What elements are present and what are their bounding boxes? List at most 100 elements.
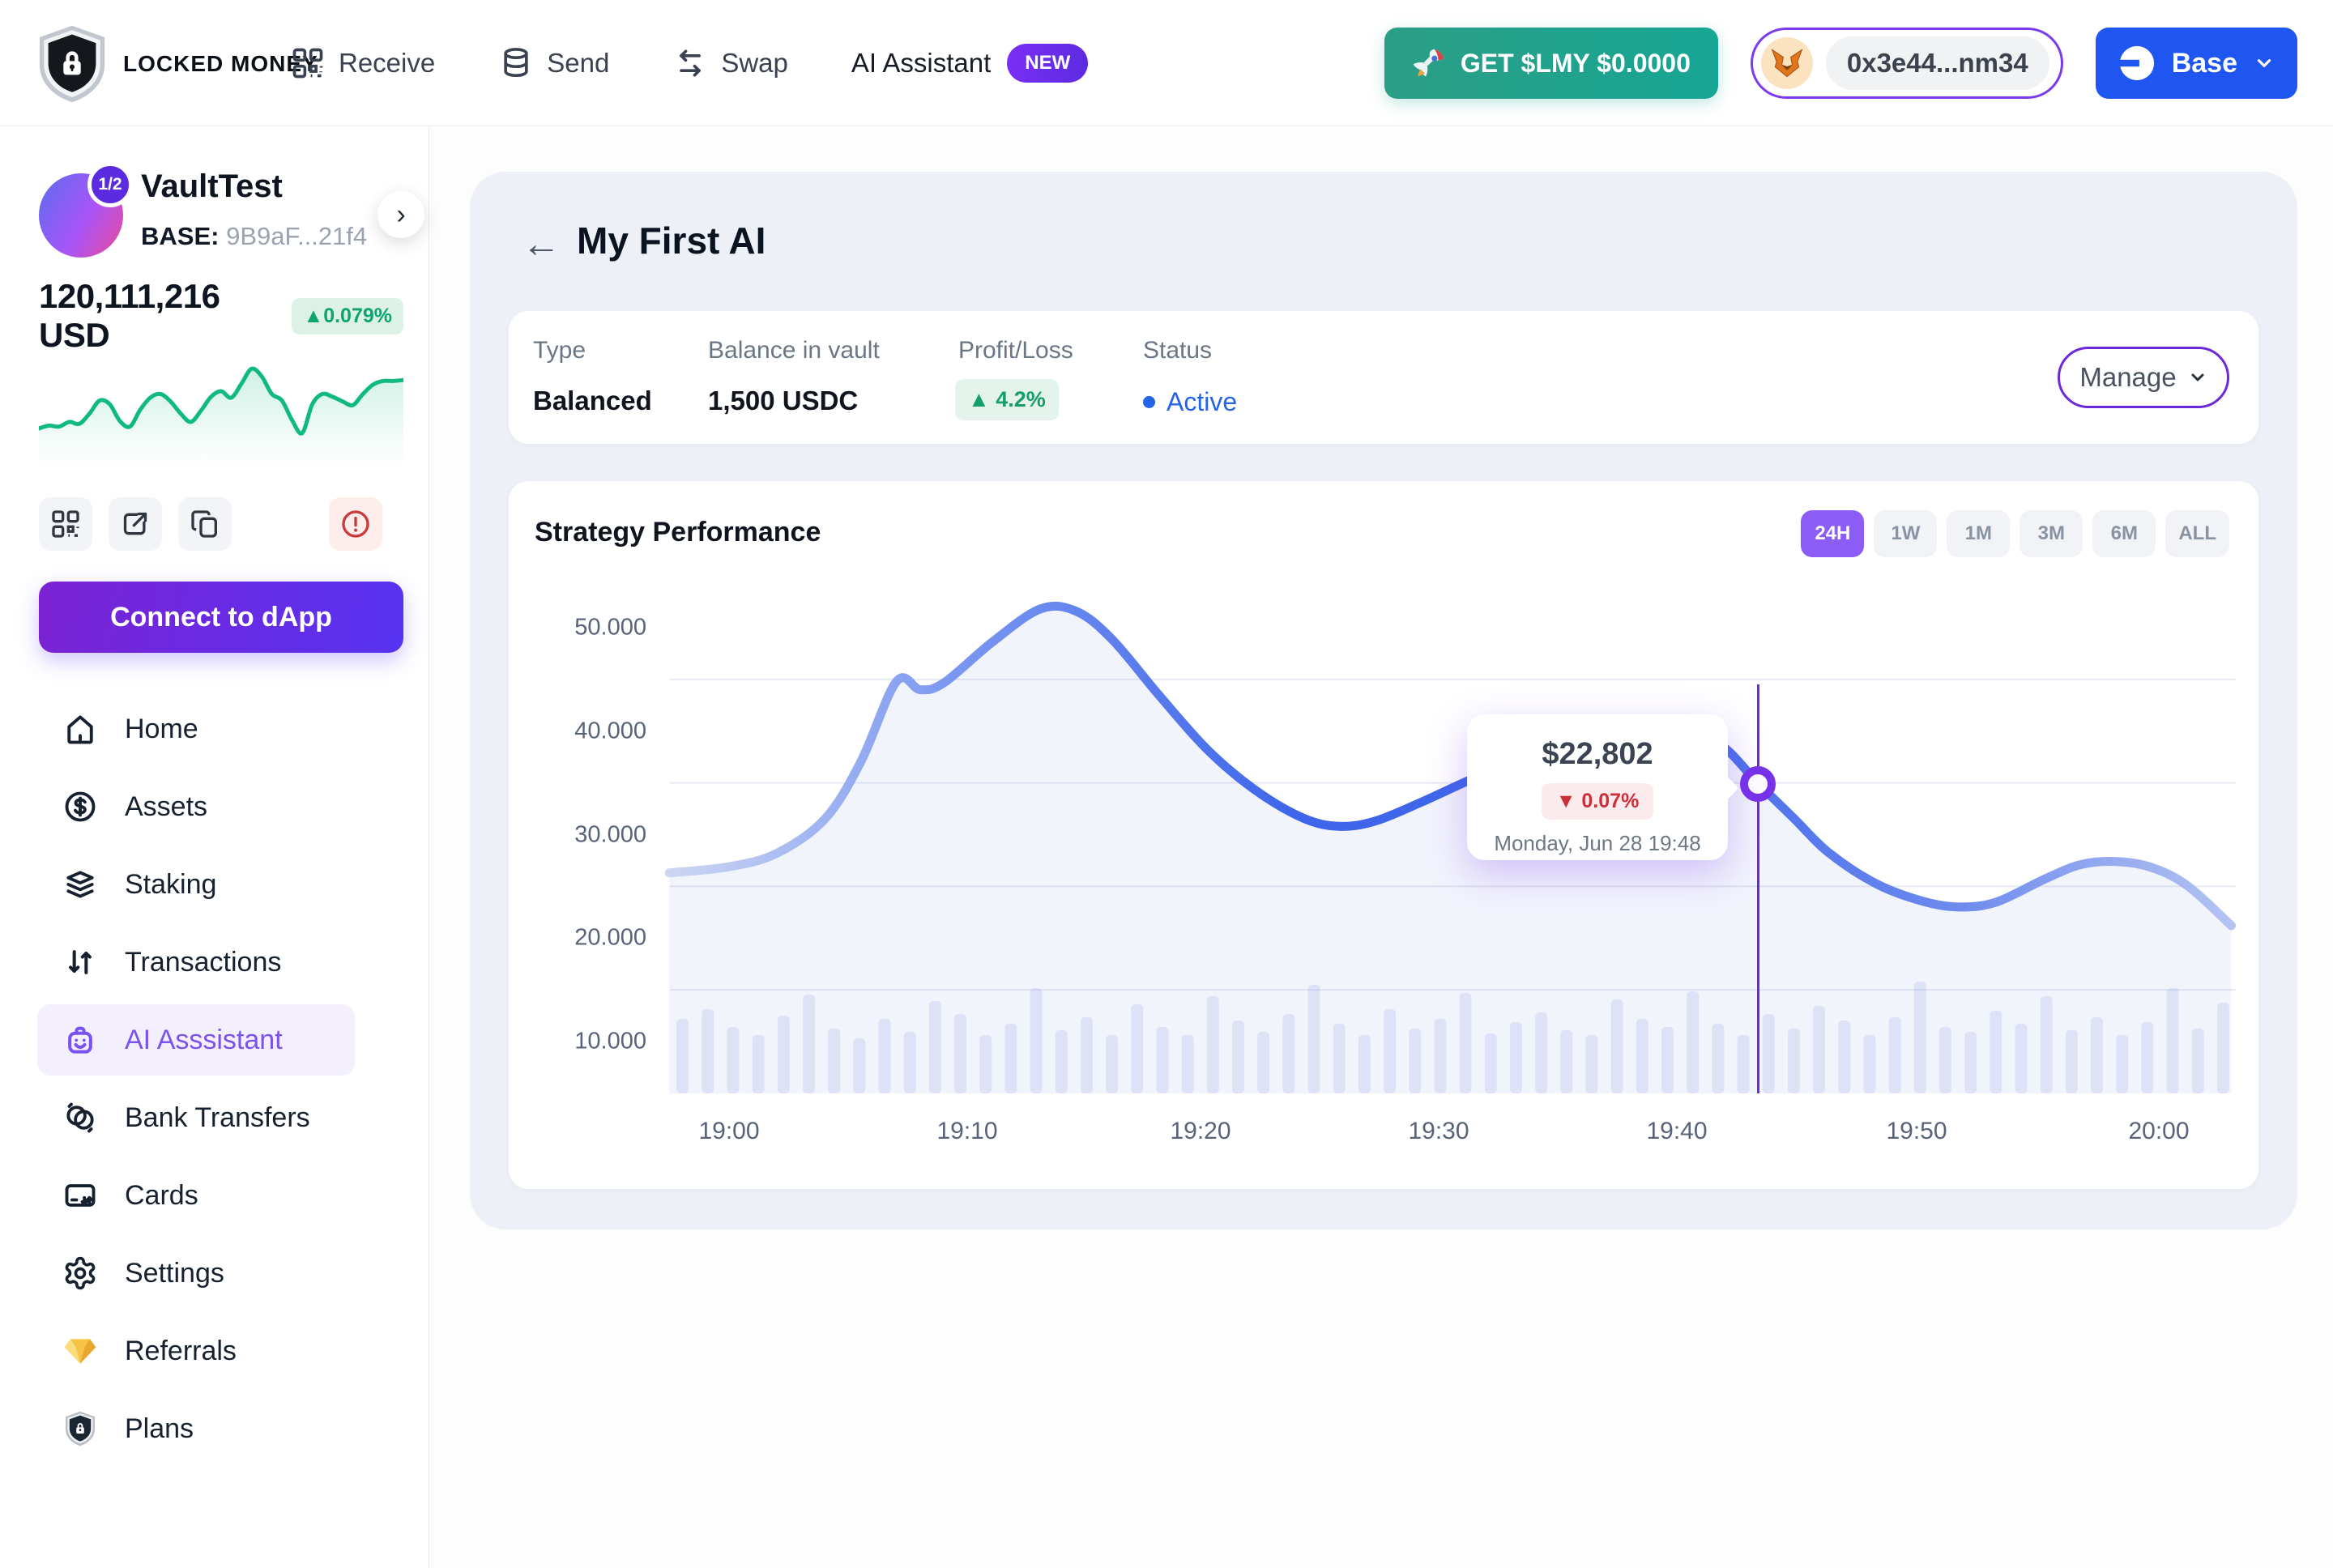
network-button[interactable]: Base (2095, 28, 2297, 99)
volume-bar (1863, 1035, 1876, 1093)
sidebar-item-referrals[interactable]: Referrals (37, 1315, 355, 1387)
performance-line-chart[interactable] (664, 601, 2236, 1093)
volume-bar (1131, 1004, 1144, 1093)
sidebar-item-plans[interactable]: Plans (37, 1393, 355, 1464)
volume-bar (1813, 1006, 1826, 1093)
volume-bar (1307, 985, 1320, 1093)
vault-address-short: 9B9aF...21f4 (226, 222, 368, 250)
nav-receive-label: Receive (339, 48, 436, 78)
volume-bar (1560, 1030, 1573, 1093)
x-tick-2000: 20:00 (2128, 1118, 2190, 1144)
range-1m-button[interactable]: 1M (1947, 510, 2011, 557)
volume-bar (1990, 1011, 2002, 1093)
volume-bar (1484, 1033, 1497, 1093)
sidebar-item-transactions[interactable]: Transactions (37, 927, 355, 998)
sidebar-item-assets[interactable]: Assets (37, 771, 355, 842)
volume-bar (1384, 1009, 1397, 1093)
x-tick-1930: 19:30 (1408, 1118, 1469, 1144)
x-tick-1900: 19:00 (698, 1118, 760, 1144)
volume-bar (1964, 1032, 1977, 1093)
volume-bar (1206, 996, 1219, 1093)
range-all-button[interactable]: ALL (2165, 510, 2229, 557)
sidebar-item-ai-assistant[interactable]: AI Asssistant (37, 1004, 355, 1076)
y-tick-50000: 50.000 (574, 614, 646, 641)
volume-bar (1004, 1024, 1017, 1093)
alert-button[interactable] (329, 497, 382, 551)
top-header: LOCKED MONEY Receive Send Swap AI Assist… (0, 0, 2333, 126)
volume-bar (1282, 1014, 1295, 1093)
sidebar-item-staking[interactable]: Staking (37, 849, 355, 920)
status-dot-icon (1143, 396, 1155, 408)
volume-bar (1156, 1027, 1169, 1093)
volume-bar (2141, 1022, 2154, 1093)
qr-action-button[interactable] (39, 497, 92, 551)
robot-icon (62, 1021, 99, 1059)
open-external-button[interactable] (109, 497, 162, 551)
brand-logo[interactable]: LOCKED MONEY (36, 24, 318, 104)
y-tick-20000: 20.000 (574, 924, 646, 951)
volume-bar (2216, 1003, 2229, 1093)
volume-bar (1358, 1035, 1371, 1093)
chevron-down-icon (2257, 59, 2271, 67)
y-tick-40000: 40.000 (574, 718, 646, 744)
tooltip-change-badge: ▼ 0.07% (1541, 783, 1654, 820)
volume-bar (1787, 1029, 1800, 1093)
sidebar-item-bank-transfers[interactable]: Bank Transfers (37, 1082, 355, 1153)
volume-bar (2065, 1030, 2078, 1093)
connect-dapp-button[interactable]: Connect to dApp (39, 582, 403, 653)
volume-bar (853, 1038, 866, 1093)
base-network-icon (2118, 45, 2156, 82)
alert-circle-icon (342, 510, 369, 538)
back-button[interactable]: ← (522, 223, 561, 266)
nav-receive[interactable]: Receive (290, 45, 435, 81)
gear-icon (62, 1255, 99, 1292)
metamask-fox-icon (1760, 37, 1813, 89)
volume-bar (2116, 1035, 2129, 1093)
rocket-icon (1412, 45, 1448, 81)
sidebar-item-label: Referrals (125, 1335, 237, 1366)
range-3m-button[interactable]: 3M (2020, 510, 2083, 557)
strategy-performance-card: Strategy Performance 24H 1W 1M 3M 6M ALL… (509, 481, 2258, 1189)
nav-swap[interactable]: Swap (672, 45, 788, 81)
volume-bar (1610, 999, 1623, 1093)
chart-title: Strategy Performance (535, 517, 821, 548)
volume-bar (2040, 996, 2053, 1093)
up-triangle-icon: ▲ (303, 304, 324, 327)
sidebar-item-cards[interactable]: Cards (37, 1160, 355, 1231)
volume-bar (1838, 1020, 1851, 1093)
sidebar-item-label: Settings (125, 1257, 224, 1289)
network-label: Base (2171, 47, 2237, 79)
vault-balance-value: 1,500 USDC (708, 386, 859, 415)
range-6m-button[interactable]: 6M (2092, 510, 2156, 557)
vault-chain-label: BASE: (141, 222, 220, 250)
range-24h-button[interactable]: 24H (1801, 510, 1865, 557)
volume-bar (903, 1032, 916, 1093)
volume-bar (1687, 991, 1700, 1093)
volume-bar (1459, 993, 1472, 1093)
wallet-address-button[interactable]: 0x3e44...nm34 (1750, 28, 2063, 99)
type-label: Type (533, 337, 586, 364)
external-link-icon (123, 512, 147, 535)
new-badge: NEW (1007, 44, 1089, 83)
sidebar-item-label: AI Asssistant (125, 1024, 283, 1055)
sidebar-item-home[interactable]: Home (37, 693, 355, 765)
get-lmy-button[interactable]: GET $LMY $0.0000 (1384, 28, 1718, 99)
volume-bar (1231, 1020, 1244, 1093)
manage-button[interactable]: Manage (2058, 347, 2229, 408)
sidebar-item-label: Staking (125, 868, 217, 900)
volume-bar (1661, 1027, 1674, 1093)
volume-bar (1409, 1029, 1422, 1093)
swap-arrows-icon (672, 45, 708, 81)
vault-name: VaultTest (141, 168, 283, 204)
volume-bar (1737, 1035, 1750, 1093)
nav-ai-assistant[interactable]: AI Assistant NEW (851, 44, 1089, 83)
chevron-right-icon: › (396, 198, 406, 230)
nav-send[interactable]: Send (498, 45, 609, 81)
copy-address-button[interactable] (178, 497, 232, 551)
sidebar-item-settings[interactable]: Settings (37, 1238, 355, 1309)
range-1w-button[interactable]: 1W (1874, 510, 1938, 557)
vault-count-badge: 1/2 (87, 162, 133, 207)
gem-icon (62, 1332, 99, 1370)
balance-row: 120,111,216 USD ▲0.079% (39, 277, 403, 355)
sidebar-collapse-button[interactable]: › (377, 191, 424, 238)
